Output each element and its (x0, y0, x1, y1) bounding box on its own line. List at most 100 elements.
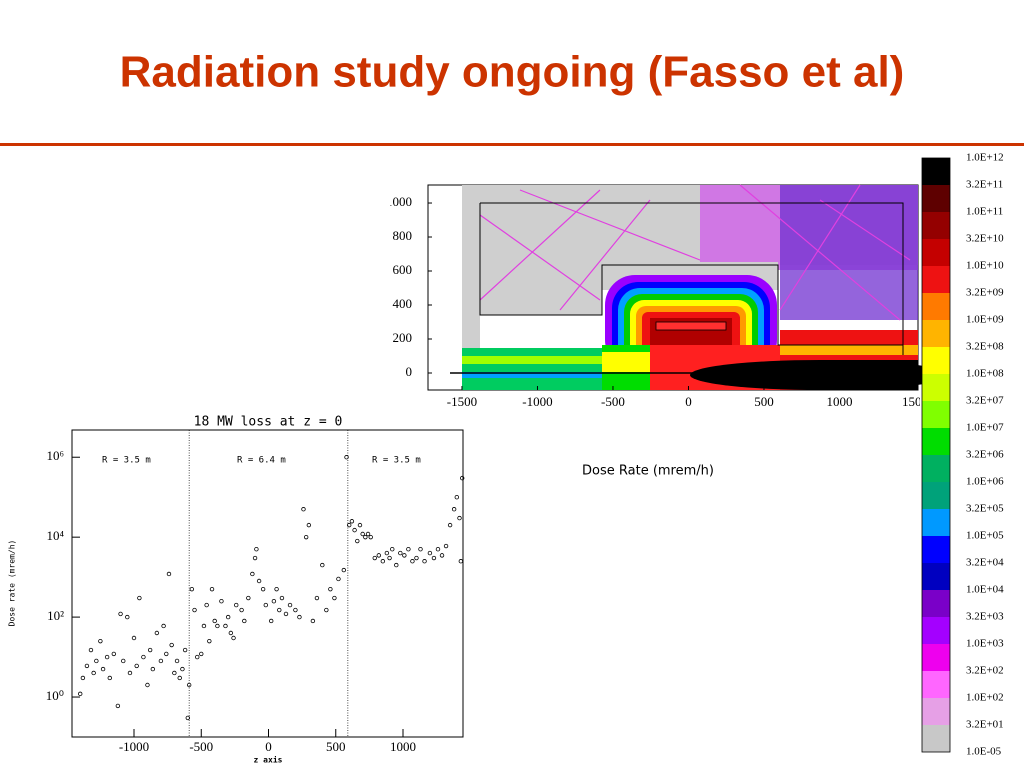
data-point (376, 553, 382, 558)
colorbar-swatch (922, 509, 950, 536)
data-point (84, 663, 90, 669)
annotation: R = 3.5 m (102, 456, 151, 466)
dose-map (427, 184, 950, 391)
data-point (131, 635, 137, 641)
data-point (306, 522, 312, 528)
data-point (380, 559, 386, 564)
data-point (164, 651, 169, 657)
data-point (158, 658, 164, 664)
colorbar-label: 1.0E+11 (966, 206, 1003, 218)
colorbar-swatch (922, 266, 950, 293)
data-point (209, 586, 215, 592)
data-point (239, 607, 244, 613)
y-tick-label: 10⁰ (46, 688, 64, 703)
colorbar-swatch (922, 698, 950, 725)
data-point (347, 522, 352, 528)
data-point (320, 562, 325, 568)
data-point (174, 658, 180, 664)
plot-frame (71, 429, 464, 738)
colorbar-label: 3.2E+03 (966, 611, 1004, 623)
data-point (223, 623, 228, 629)
annotation: R = 6.4 m (237, 456, 286, 466)
x-tick-label: 500 (754, 394, 774, 409)
x-tick-label: 1500 (902, 394, 928, 409)
data-point (250, 571, 255, 577)
x-tick-label: -1000 (119, 739, 149, 754)
data-point (271, 598, 277, 604)
colorbar-swatch (922, 617, 950, 644)
colorbar-label: 1.0E-05 (966, 746, 1002, 758)
data-point (154, 630, 160, 636)
data-point (341, 567, 347, 573)
data-point (406, 546, 411, 552)
data-point (150, 666, 156, 672)
y-tick-label: 400 (393, 296, 413, 311)
data-point (137, 595, 142, 601)
colorbar-label: 1.0E+10 (966, 260, 1004, 272)
data-point (252, 555, 258, 561)
colorbar-label: 1.0E+09 (966, 314, 1004, 326)
data-point (435, 546, 441, 552)
data-point (91, 670, 96, 676)
y-tick-label: 1000 (386, 194, 412, 209)
data-point (234, 602, 239, 608)
colorbar-label: 1.0E+08 (966, 368, 1004, 380)
data-point (402, 553, 407, 558)
y-tick-label: 10⁶ (46, 448, 64, 463)
data-point (263, 602, 269, 608)
data-point (357, 522, 363, 528)
data-point (368, 534, 373, 540)
data-point (228, 630, 234, 636)
data-point (372, 555, 377, 561)
colorbar-frame (921, 157, 951, 753)
y-tick-label: 0 (406, 364, 413, 379)
y-axis-label: Dose rate (mrem/h) (8, 540, 17, 627)
data-point (283, 611, 289, 617)
data-point (360, 531, 365, 537)
data-point (100, 666, 106, 672)
data-point (121, 658, 126, 664)
data-point (303, 534, 309, 540)
colorbar-label: 1.0E+03 (966, 638, 1004, 650)
x-tick-label: 0 (265, 739, 272, 754)
data-point (207, 638, 212, 644)
data-point (349, 519, 355, 524)
colorbar-label: 1.0E+04 (966, 584, 1004, 596)
data-point (169, 642, 174, 648)
data-point (94, 658, 99, 664)
colorbar-swatch (922, 482, 950, 509)
data-point (215, 623, 220, 629)
colorbar-label: 1.0E+07 (966, 422, 1004, 434)
data-point (293, 607, 298, 613)
data-point (242, 618, 247, 624)
data-point (314, 595, 320, 601)
data-point (177, 675, 182, 681)
colorbar-swatch (922, 347, 950, 374)
x-tick-label: -1000 (522, 394, 552, 409)
colorbar-label: 3.2E+07 (966, 395, 1004, 407)
data-point (172, 670, 177, 676)
scatter-plot: -1000 -500 0 500 1000 10⁰ 10² 10⁴ 10⁶ (46, 430, 465, 754)
data-point (145, 682, 150, 688)
colorbar-label: 3.2E+01 (966, 719, 1004, 731)
data-point (107, 675, 112, 681)
data-point (352, 527, 357, 533)
data-point (185, 715, 191, 721)
colorbar-label: 3.2E+08 (966, 341, 1004, 353)
x-tick-label: 500 (326, 739, 346, 754)
x-tick-label: 0 (685, 394, 692, 409)
data-point (254, 546, 259, 552)
data-point (111, 651, 117, 657)
colorbar-swatch (922, 158, 950, 185)
data-point (459, 475, 465, 481)
colorbar-swatch (922, 239, 950, 266)
colorbar-swatch (922, 563, 950, 590)
colorbar-swatch (922, 644, 950, 671)
data-point (161, 623, 166, 629)
y-tick-label: 10² (47, 608, 64, 623)
data-point (427, 550, 433, 556)
data-point (324, 607, 329, 613)
data-point (336, 576, 341, 582)
data-point (118, 611, 123, 617)
